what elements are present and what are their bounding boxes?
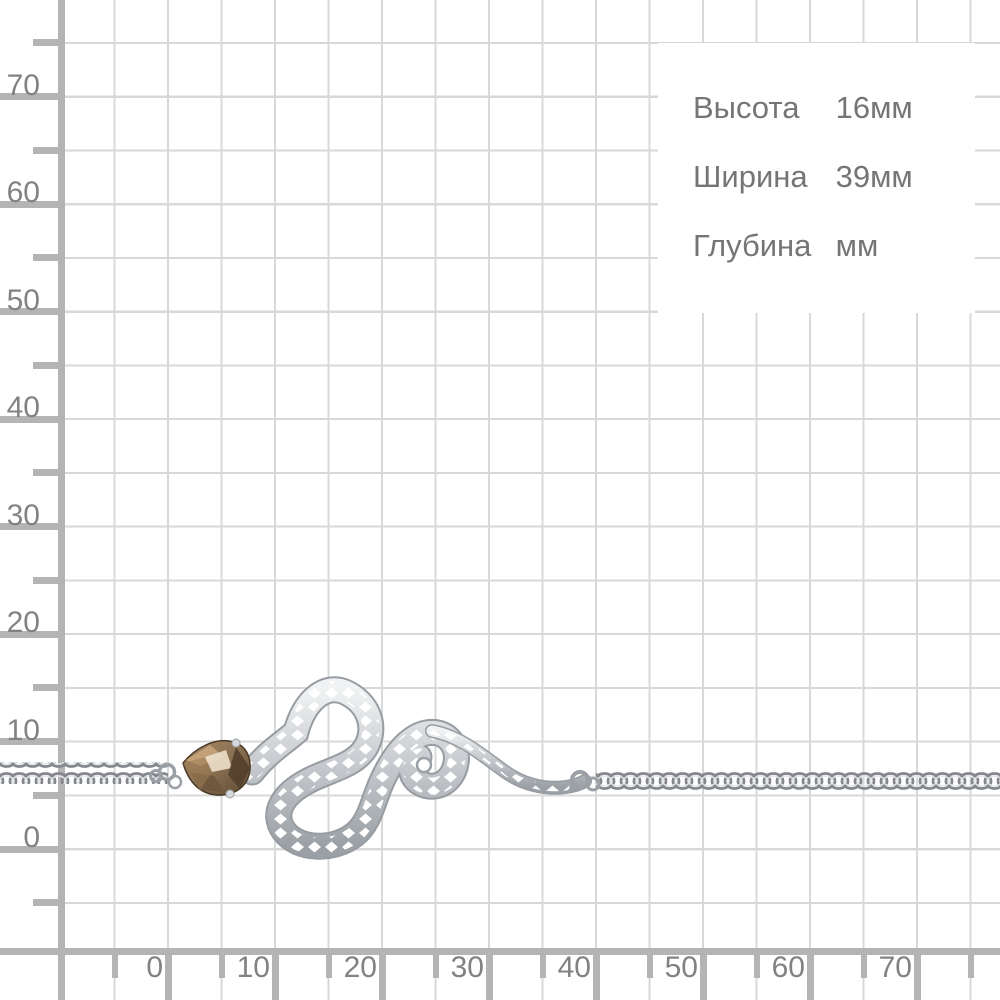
- dimensions-panel: Высота 16мм Ширина 39мм Глубина мм: [658, 43, 975, 313]
- x-minor-tick: [539, 948, 546, 978]
- y-major-tick: [0, 523, 61, 530]
- x-major-tick: [913, 948, 921, 1000]
- y-axis-label: 0: [23, 821, 40, 854]
- gem-head: [182, 738, 251, 799]
- gem-prong-top: [231, 738, 241, 748]
- x-minor-tick: [753, 948, 760, 978]
- y-minor-tick: [33, 469, 61, 477]
- left-connector-rings: [149, 762, 183, 790]
- chain-left: [0, 762, 168, 784]
- y-major-tick: [0, 738, 61, 745]
- dimension-row-depth: Глубина мм: [693, 226, 975, 266]
- width-value: 39мм: [835, 159, 913, 194]
- y-minor-tick: [33, 684, 61, 692]
- y-major-tick: [0, 630, 61, 638]
- y-axis-label: 50: [6, 283, 40, 317]
- x-axis-label: 30: [450, 951, 484, 984]
- depth-label: Глубина: [693, 228, 812, 263]
- x-minor-tick: [967, 948, 974, 978]
- gem-prong-bottom: [225, 789, 235, 799]
- dimension-row-height: Высота 16мм: [693, 88, 975, 128]
- y-major-tick: [0, 845, 61, 853]
- x-major-tick: [485, 948, 493, 1000]
- y-axis-label: 60: [6, 176, 40, 209]
- y-minor-tick: [33, 254, 61, 262]
- bottom-ruler-axis-line: [0, 948, 1000, 955]
- y-minor-tick: [33, 146, 61, 154]
- x-axis-label: 70: [878, 951, 912, 984]
- snake-body: [238, 676, 470, 860]
- x-major-tick: [699, 948, 707, 1000]
- x-axis-label: 40: [557, 951, 591, 984]
- x-minor-tick: [432, 948, 439, 978]
- y-axis-label: 40: [6, 391, 40, 424]
- y-axis-label: 10: [6, 713, 40, 747]
- x-axis-label: 50: [664, 951, 698, 984]
- x-minor-tick: [860, 948, 867, 978]
- y-minor-tick: [33, 361, 61, 369]
- x-axis-label: 0: [146, 951, 163, 984]
- y-major-tick: [0, 415, 61, 423]
- y-major-tick: [0, 308, 61, 315]
- y-major-tick: [0, 93, 61, 100]
- y-minor-tick: [33, 39, 61, 47]
- y-axis-label: 30: [6, 498, 40, 532]
- y-minor-tick: [33, 899, 61, 907]
- x-major-tick: [378, 948, 386, 1000]
- dimension-row-width: Ширина 39мм: [693, 157, 975, 197]
- y-axis-label: 70: [6, 68, 40, 102]
- x-axis-label: 20: [343, 951, 377, 984]
- y-minor-tick: [33, 576, 61, 584]
- coil-center-hole: [415, 756, 433, 774]
- depth-value: мм: [835, 228, 879, 263]
- x-minor-tick: [111, 948, 118, 978]
- left-ruler-axis-line: [58, 0, 65, 1000]
- x-major-tick: [806, 948, 814, 1000]
- height-label: Высота: [693, 90, 800, 125]
- x-major-tick: [592, 948, 600, 1000]
- x-major-tick: [164, 948, 172, 1000]
- height-value: 16мм: [835, 90, 913, 125]
- x-axis-label: 10: [236, 951, 270, 984]
- y-minor-tick: [33, 791, 61, 799]
- y-axis-label: 20: [6, 606, 40, 639]
- x-minor-tick: [325, 948, 332, 978]
- x-axis-label: 60: [771, 951, 805, 984]
- x-minor-tick: [218, 948, 225, 978]
- x-minor-tick: [646, 948, 653, 978]
- tail-connector-rings: [570, 770, 601, 792]
- width-label: Ширина: [693, 159, 808, 194]
- x-major-tick: [271, 948, 279, 1000]
- y-major-tick: [0, 200, 61, 208]
- chain-right: [596, 771, 1000, 793]
